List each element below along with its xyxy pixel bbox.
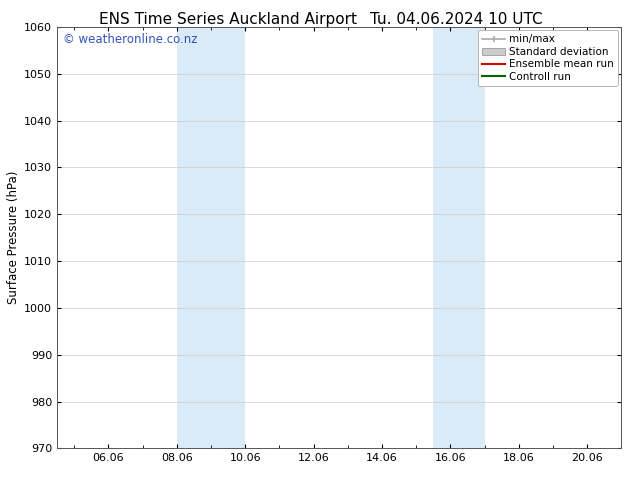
Text: © weatheronline.co.nz: © weatheronline.co.nz (63, 33, 197, 46)
Bar (433, 27, 484, 448)
Y-axis label: Surface Pressure (hPa): Surface Pressure (hPa) (7, 171, 20, 304)
Text: ENS Time Series Auckland Airport: ENS Time Series Auckland Airport (100, 12, 357, 27)
Text: Tu. 04.06.2024 10 UTC: Tu. 04.06.2024 10 UTC (370, 12, 543, 27)
Bar (177, 27, 245, 448)
Legend: min/max, Standard deviation, Ensemble mean run, Controll run: min/max, Standard deviation, Ensemble me… (478, 30, 618, 86)
